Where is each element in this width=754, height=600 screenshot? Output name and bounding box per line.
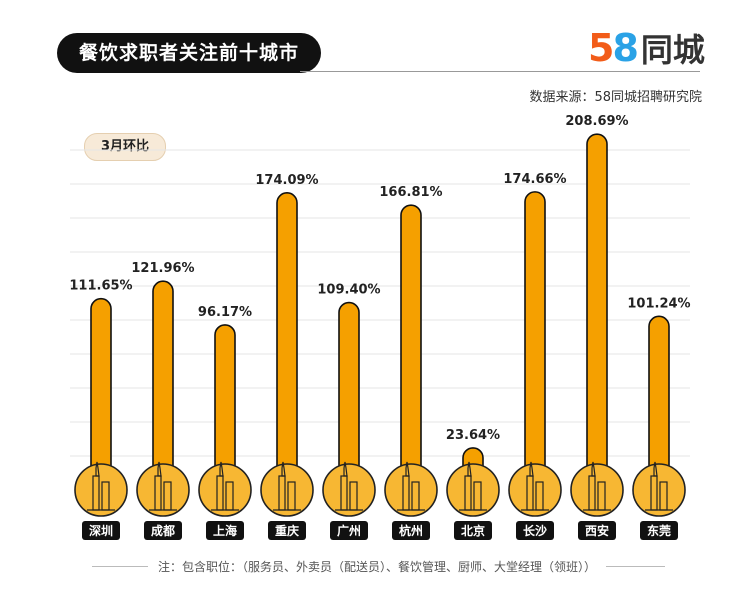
landmark-icon-4 xyxy=(335,461,363,511)
city-label-bg-0 xyxy=(82,521,120,540)
city-emblem-6 xyxy=(446,463,500,517)
city-emblem-3 xyxy=(260,463,314,517)
city-label-0: 深圳 xyxy=(89,523,113,538)
bar-1 xyxy=(152,280,174,493)
landmark-icon-2 xyxy=(211,461,239,511)
landmark-icon-0 xyxy=(87,461,115,511)
value-label-4: 109.40% xyxy=(317,283,380,298)
landmark-icon-9 xyxy=(645,461,673,511)
city-emblem-9 xyxy=(632,463,686,517)
bar-7 xyxy=(524,191,546,493)
value-label-1: 121.96% xyxy=(131,261,194,276)
city-emblem-8 xyxy=(570,463,624,517)
city-label-bg-5 xyxy=(392,521,430,540)
city-label-bg-4 xyxy=(330,521,368,540)
footer-line-right xyxy=(605,566,665,567)
bar-5 xyxy=(400,204,422,493)
city-label-9: 东莞 xyxy=(647,523,671,538)
city-label-bg-7 xyxy=(516,521,554,540)
bar-3 xyxy=(276,192,298,493)
city-label-bg-1 xyxy=(144,521,182,540)
landmark-icon-7 xyxy=(521,461,549,511)
city-label-bg-9 xyxy=(640,521,678,540)
bar-8 xyxy=(586,133,608,493)
value-label-5: 166.81% xyxy=(379,185,442,200)
city-label-2: 上海 xyxy=(213,523,237,538)
bar-0 xyxy=(90,297,112,493)
landmark-icon-8 xyxy=(583,461,611,511)
value-label-7: 174.66% xyxy=(503,172,566,187)
city-label-1: 成都 xyxy=(151,523,175,538)
brand-logo: 58同城 xyxy=(588,25,705,71)
city-emblem-1 xyxy=(136,463,190,517)
landmark-icon-3 xyxy=(273,461,301,511)
city-label-bg-6 xyxy=(454,521,492,540)
value-label-3: 174.09% xyxy=(255,173,318,188)
value-label-2: 96.17% xyxy=(198,305,252,320)
city-label-bg-3 xyxy=(268,521,306,540)
city-label-4: 广州 xyxy=(337,523,361,538)
city-emblem-4 xyxy=(322,463,376,517)
city-emblem-7 xyxy=(508,463,562,517)
data-source: 数据来源：58同城招聘研究院 xyxy=(529,90,702,105)
logo-digit-5: 5 xyxy=(588,26,615,70)
city-label-bg-2 xyxy=(206,521,244,540)
value-label-8: 208.69% xyxy=(565,114,628,129)
footer-line-left xyxy=(92,566,152,567)
footnote: 注：包含职位：（服务员、外卖员（配送员）、餐饮管理、厨师、大堂经理（领班）） xyxy=(147,560,606,574)
header-divider xyxy=(300,71,700,72)
value-label-9: 101.24% xyxy=(627,296,690,311)
landmark-icon-5 xyxy=(397,461,425,511)
landmark-icon-1 xyxy=(149,461,177,511)
city-label-8: 西安 xyxy=(585,523,609,538)
city-label-6: 北京 xyxy=(461,523,485,538)
landmark-icon-6 xyxy=(459,461,487,511)
logo-digit-8: 8 xyxy=(612,26,639,70)
city-label-bg-8 xyxy=(578,521,616,540)
logo-text: 同城 xyxy=(640,31,705,69)
city-label-3: 重庆 xyxy=(275,523,299,538)
page-title: 餐饮求职者关注前十城市 xyxy=(57,33,322,73)
city-emblem-5 xyxy=(384,463,438,517)
value-label-0: 111.65% xyxy=(69,279,132,294)
value-label-6: 23.64% xyxy=(446,428,500,443)
city-emblem-2 xyxy=(198,463,252,517)
city-label-5: 杭州 xyxy=(399,523,423,538)
city-emblem-0 xyxy=(74,463,128,517)
city-label-7: 长沙 xyxy=(523,523,547,538)
